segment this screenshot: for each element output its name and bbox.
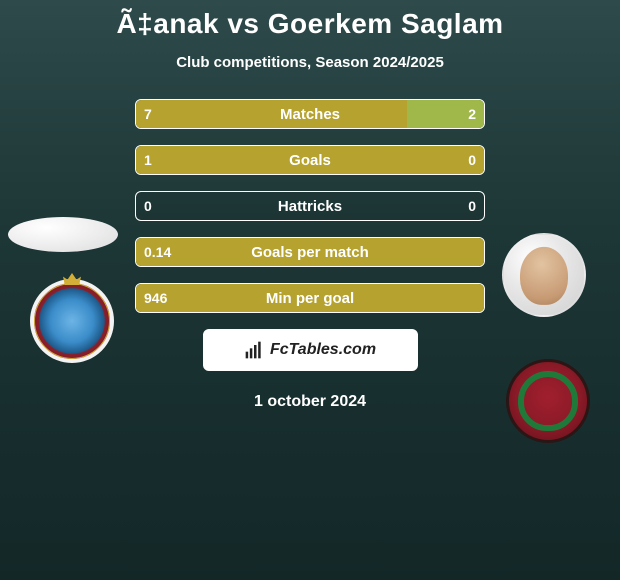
stat-row: Goals1 0 [135, 145, 485, 175]
stat-value-left: 1 [144, 146, 152, 174]
watermark: FcTables.com [203, 329, 418, 371]
stat-row: Goals per match0.14 [135, 237, 485, 267]
stat-label: Matches [136, 100, 484, 128]
stat-row: Min per goal946 [135, 283, 485, 313]
stat-value-right: 0 [468, 192, 476, 220]
stat-value-left: 0 [144, 192, 152, 220]
stat-value-right: 2 [468, 100, 476, 128]
stat-value-left: 0.14 [144, 238, 171, 266]
stat-row: Matches7 2 [135, 99, 485, 129]
stat-label: Goals [136, 146, 484, 174]
player-right-avatar [502, 233, 586, 317]
stat-value-left: 946 [144, 284, 167, 312]
stat-value-right: 0 [468, 146, 476, 174]
player-left-avatar [8, 217, 118, 252]
stat-label: Hattricks [136, 192, 484, 220]
stat-label: Min per goal [136, 284, 484, 312]
content-area: Matches72Goals10Hattricks00Goals per mat… [0, 99, 620, 411]
player-left-club-badge [30, 279, 114, 363]
watermark-text: FcTables.com [270, 341, 376, 359]
subtitle: Club competitions, Season 2024/2025 [0, 54, 620, 71]
stats-bars: Matches72Goals10Hattricks00Goals per mat… [135, 99, 485, 313]
stat-row: Hattricks0 0 [135, 191, 485, 221]
stat-label: Goals per match [136, 238, 484, 266]
page-title: Ã‡anak vs Goerkem Saglam [0, 0, 620, 40]
chart-icon [244, 340, 264, 360]
comparison-card: Ã‡anak vs Goerkem Saglam Club competitio… [0, 0, 620, 580]
player-right-club-badge [506, 359, 590, 443]
stat-value-left: 7 [144, 100, 152, 128]
